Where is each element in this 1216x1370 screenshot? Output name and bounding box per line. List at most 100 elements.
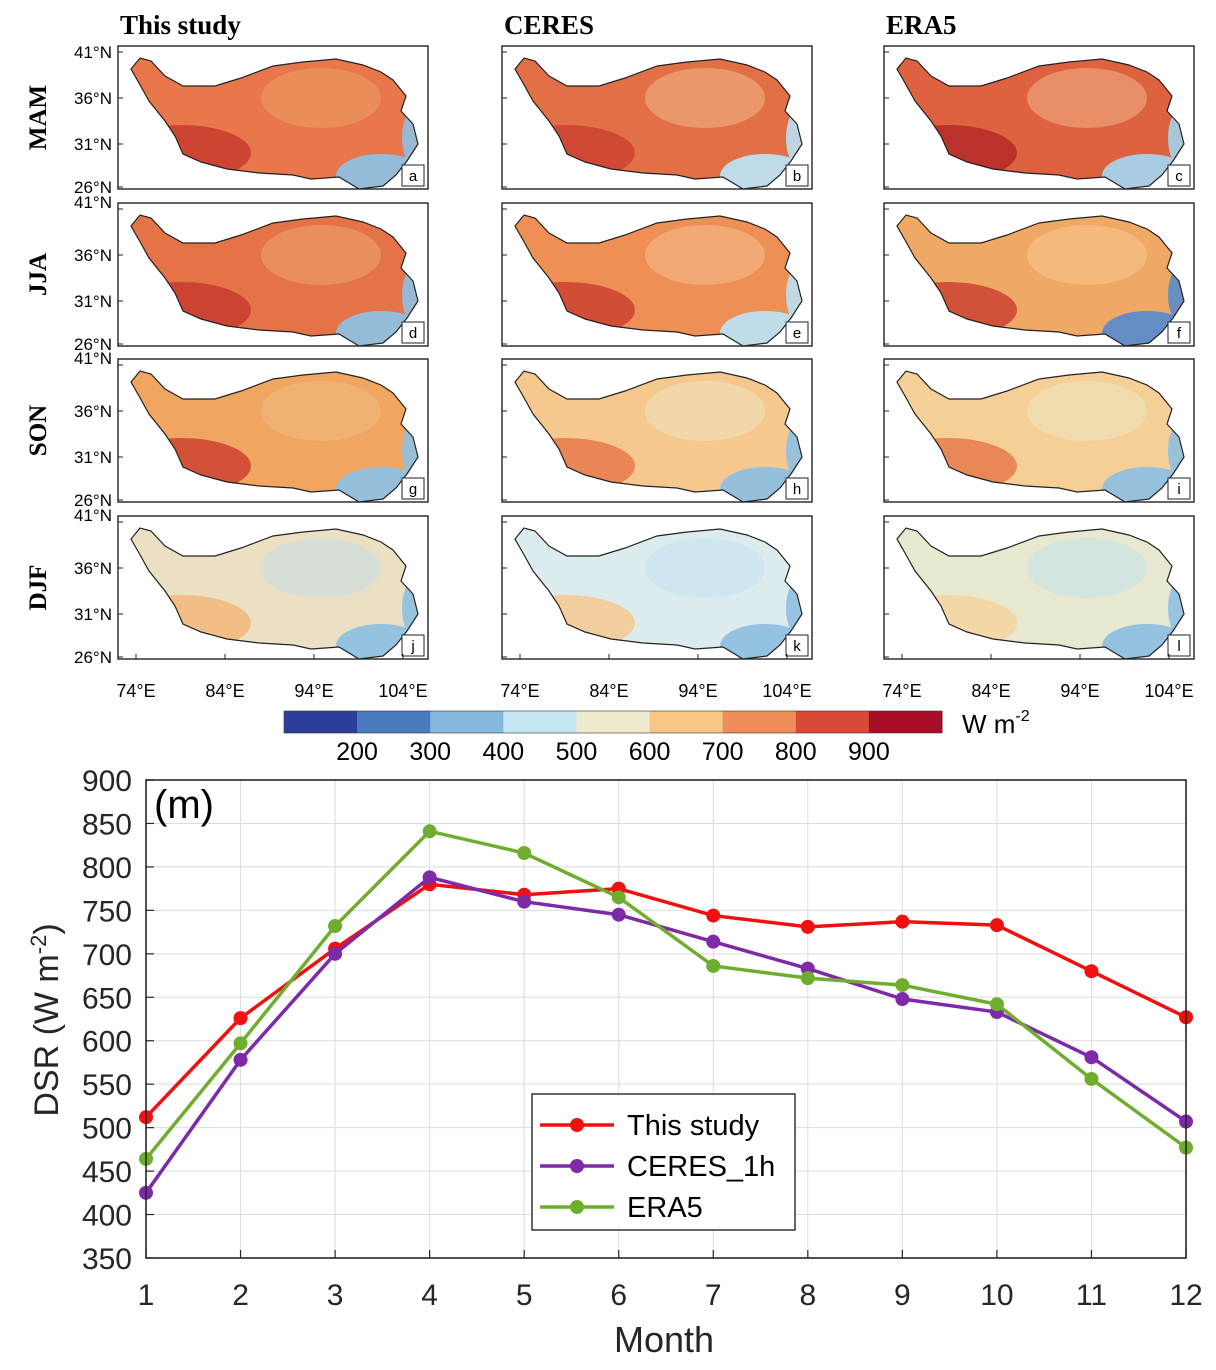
y-tick-label: 750 — [82, 895, 132, 928]
column-title: This study — [120, 10, 241, 40]
data-point — [706, 958, 721, 973]
colorbar-segment — [503, 711, 577, 733]
lon-label: 94°E — [678, 681, 717, 701]
lat-label: 26°N — [74, 178, 112, 197]
panel-letter-box — [401, 634, 425, 657]
lon-label: 84°E — [589, 681, 628, 701]
line-chart: 1 2 3 4 5 6 7 8 9 10 11 123504004505005506006507007… — [26, 765, 1203, 1360]
lat-label: 41°N — [74, 193, 112, 212]
x-tick-label: 2 — [232, 1279, 249, 1312]
map-panel: b — [501, 45, 813, 190]
colorbar-tick-label: 800 — [775, 738, 817, 766]
colorbar-segment — [649, 711, 724, 733]
data-point — [800, 919, 815, 934]
northeast-band — [645, 225, 765, 285]
map-panel: i — [883, 358, 1195, 503]
x-tick-label: 8 — [799, 1279, 816, 1312]
series-this-study — [139, 877, 1193, 1125]
panel-letter-box — [1167, 164, 1191, 187]
lat-label: 41°N — [74, 349, 112, 368]
series-line — [144, 882, 1187, 1119]
northeast-band — [261, 68, 381, 128]
y-axis-label: DSR (W m-2) — [26, 923, 66, 1116]
x-tick-label: 11 — [1076, 1279, 1107, 1312]
panel-letter-box — [785, 477, 809, 500]
series-line — [144, 875, 1187, 1194]
panel-letter-box — [1167, 634, 1191, 657]
panel-letter-box — [785, 321, 809, 344]
y-tick-label: 650 — [82, 982, 132, 1015]
row-label: MAM — [25, 85, 52, 150]
data-point — [989, 997, 1004, 1012]
x-tick-label: 7 — [705, 1279, 722, 1312]
northeast-band — [645, 538, 765, 598]
lat-label: 36°N — [74, 559, 112, 578]
data-point — [706, 934, 721, 949]
y-tick-label: 800 — [82, 852, 132, 885]
colorbar: 200 300 400 500 600 700 800 900 W m-2 — [283, 708, 1030, 766]
northeast-band — [1027, 538, 1147, 598]
panel-letter: j — [410, 638, 414, 655]
data-point — [989, 918, 1004, 933]
lon-label: 74°E — [116, 681, 155, 701]
row-label: JJA — [25, 253, 52, 296]
northeast-band — [645, 381, 765, 441]
panel-letter: h — [793, 481, 801, 498]
lon-label: 74°E — [882, 681, 921, 701]
lon-label: 94°E — [294, 681, 333, 701]
colorbar-segment — [795, 711, 870, 733]
colorbar-segment — [722, 711, 797, 733]
lat-label: 36°N — [74, 246, 112, 265]
lat-label: 31°N — [74, 605, 112, 624]
data-point — [422, 870, 437, 885]
data-point — [233, 1052, 248, 1067]
northeast-band — [645, 68, 765, 128]
y-tick-label: 850 — [82, 808, 132, 841]
lon-label: 84°E — [971, 681, 1010, 701]
x-tick-label: 12 — [1169, 1279, 1202, 1312]
colorbar-unit-text: W m — [962, 709, 1015, 739]
data-point — [706, 908, 721, 923]
series-era5 — [139, 824, 1193, 1166]
legend-marker — [570, 1118, 584, 1132]
panel-letter: i — [1177, 481, 1180, 498]
panel-letter: k — [793, 638, 801, 655]
panel-letter: b — [793, 168, 801, 185]
map-panel: d 41°N 36°N 31°N 26°N — [74, 193, 429, 354]
lat-label: 26°N — [74, 335, 112, 354]
data-point — [895, 978, 910, 993]
x-tick-label: 10 — [980, 1279, 1013, 1312]
map-panel: c — [883, 45, 1195, 190]
data-point — [517, 894, 532, 909]
lon-label: 104°E — [762, 681, 811, 701]
column-title: ERA5 — [886, 10, 957, 40]
map-panel: h — [501, 358, 813, 503]
legend-label: This study — [627, 1110, 760, 1142]
data-point — [1084, 964, 1099, 979]
colorbar-segment — [357, 711, 431, 733]
northeast-band — [1027, 68, 1147, 128]
panel-letter-box — [1167, 321, 1191, 344]
x-tick-label: 9 — [894, 1279, 911, 1312]
map-panel: g 41°N 36°N 31°N 26°N — [74, 349, 429, 510]
map-panel: a 41°N 36°N 31°N 26°N — [74, 43, 429, 197]
colorbar-tick-label: 200 — [336, 738, 378, 766]
panel-letter-box — [401, 164, 425, 187]
panel-letter-box — [401, 477, 425, 500]
lon-label: 74°E — [500, 681, 539, 701]
chart-ticks: 1 2 3 4 5 6 7 8 9 10 11 123504004505005506006507007… — [82, 765, 1203, 1312]
data-point — [1084, 1071, 1099, 1086]
map-grid: This study CERES ERA5 MAM JJA SON DJF a 41°N 36°N… — [25, 10, 1195, 701]
northeast-band — [261, 538, 381, 598]
data-point — [1084, 1050, 1099, 1065]
map-panel: k — [501, 515, 813, 660]
column-title: CERES — [504, 10, 594, 40]
colorbar-unit: W m-2 — [962, 708, 1030, 739]
data-point — [233, 1011, 248, 1026]
chart-legend: This study CERES_1h ERA5 — [531, 1093, 796, 1231]
panel-label-m: (m) — [154, 783, 214, 827]
panel-letter-box — [401, 321, 425, 344]
data-point — [517, 846, 532, 861]
panel-letter: e — [793, 325, 801, 342]
